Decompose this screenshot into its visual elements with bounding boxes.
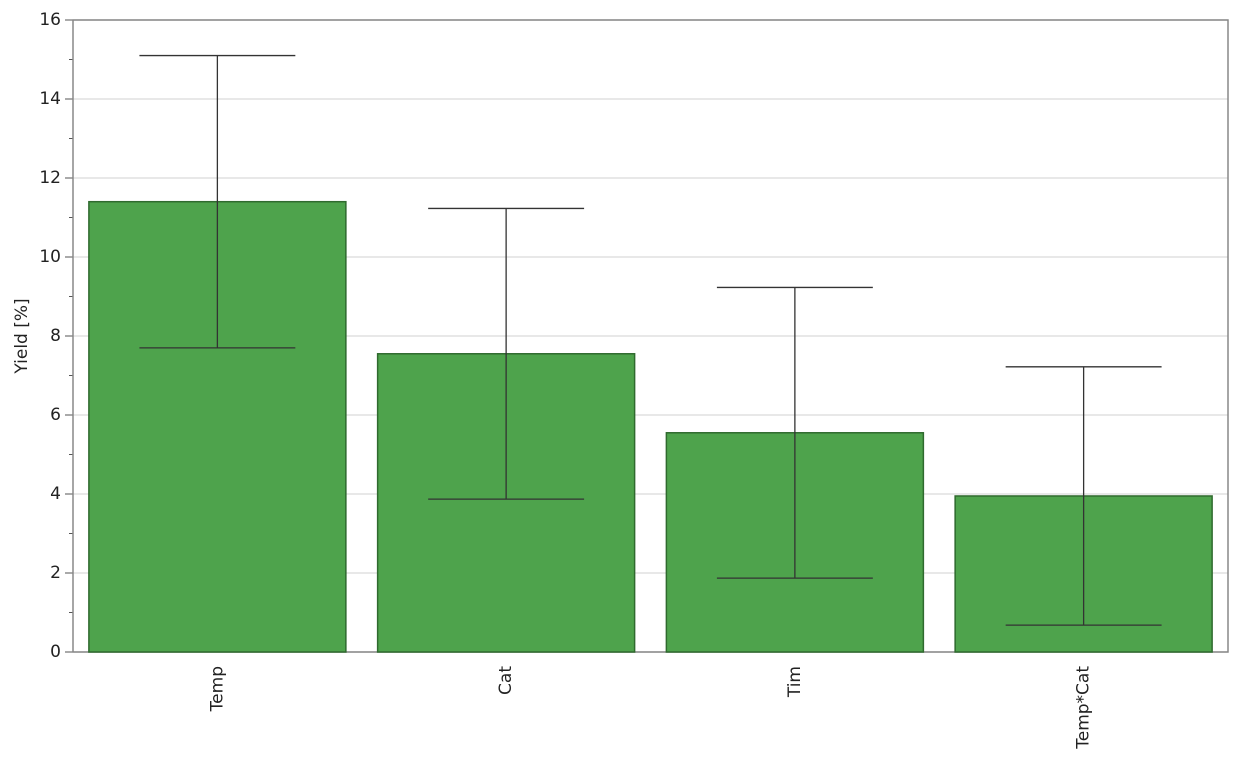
y-axis-label: Yield [%] — [12, 298, 32, 374]
y-tick-label: 8 — [50, 326, 61, 346]
y-tick-label: 0 — [50, 642, 61, 662]
x-tick-label: Cat — [496, 666, 516, 695]
y-tick-label: 6 — [50, 405, 61, 425]
plot-frame — [72, 19, 1229, 653]
x-tick-label: Temp — [207, 666, 227, 712]
y-tick-label: 10 — [39, 247, 61, 267]
bar — [376, 353, 636, 653]
y-tick-label: 16 — [39, 10, 61, 30]
y-tick-label: 14 — [39, 89, 61, 109]
y-tick-label: 12 — [39, 168, 61, 188]
y-tick-label: 4 — [50, 484, 61, 504]
x-tick-label: Temp*Cat — [1074, 666, 1094, 750]
x-tick-label: Tim — [785, 666, 805, 698]
y-tick-label: 2 — [50, 563, 61, 583]
